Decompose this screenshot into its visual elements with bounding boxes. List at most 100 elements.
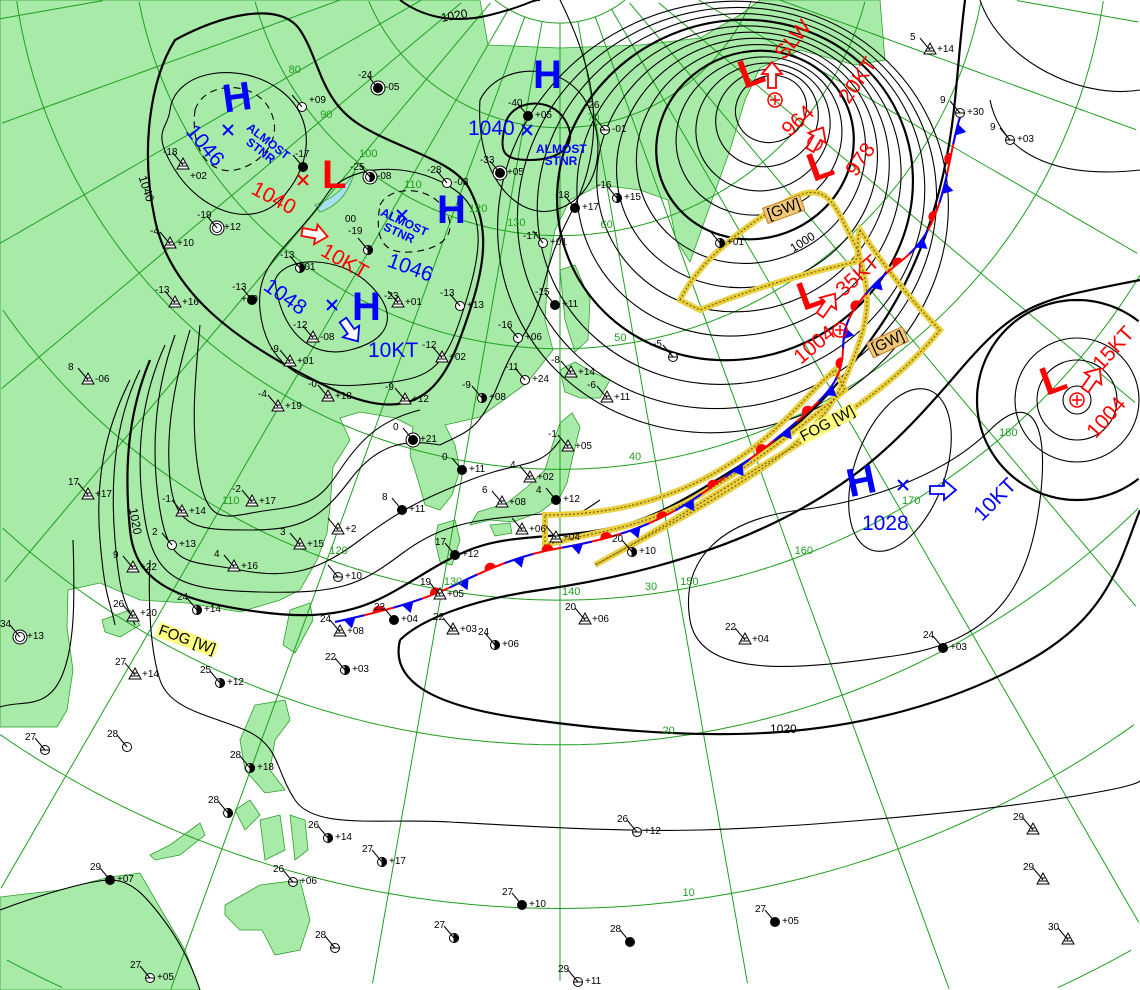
x-mark-icon	[326, 299, 338, 311]
isobar-label: 1020	[770, 722, 797, 736]
cold-front-triangle-icon	[512, 556, 525, 568]
station-temperature: -4	[258, 389, 267, 400]
grid-label: 40	[628, 451, 642, 464]
isobar	[0, 539, 75, 708]
grid-label: 20	[662, 724, 675, 737]
system-markers	[222, 60, 1103, 502]
wind-barb-icon	[223, 554, 235, 568]
station-temperature: 9	[940, 95, 946, 106]
half-sky-icon	[317, 825, 333, 844]
wind-barb-icon	[302, 325, 314, 339]
cold-front-triangle-icon	[629, 526, 641, 539]
latitude-line	[2, 275, 1140, 601]
half-ring-sky-icon	[359, 164, 378, 185]
isobar	[193, 324, 421, 517]
meridian-line	[577, 21, 748, 984]
overcast-sky-icon	[619, 929, 635, 947]
cloudy-sky-icon	[949, 100, 965, 118]
pressure-value: 1040	[468, 117, 515, 140]
shower-sky-icon	[1022, 817, 1040, 835]
wind-barb-icon	[239, 755, 251, 769]
station-pressure-tendency: +06	[592, 614, 609, 625]
shower-sky-icon	[122, 604, 140, 622]
meridian-line	[4, 2, 491, 583]
wind-barb-icon	[431, 345, 443, 359]
meridian-line	[0, 9, 509, 889]
cloudy-sky-icon	[282, 869, 298, 887]
station-pressure-tendency: +05	[157, 972, 174, 983]
cloudy-sky-icon	[567, 969, 583, 987]
station-temperature: 17	[435, 537, 447, 548]
station-pressure-tendency: +06	[300, 876, 317, 887]
cold-front-triangle-icon	[955, 123, 967, 136]
station-temperature: -28	[427, 165, 442, 176]
station-pressure-tendency: +17	[389, 856, 406, 867]
meridian-line	[0, 0, 104, 20]
station-pressure-tendency: +08	[489, 392, 506, 403]
half-sky-icon	[484, 632, 500, 651]
clear-sky-icon	[436, 170, 452, 188]
shower-sky-icon	[279, 349, 297, 367]
station-temperature: 29	[1013, 812, 1025, 823]
station-pressure-tendency: -08	[320, 332, 335, 343]
shower-sky-icon	[164, 290, 182, 308]
cold-front-segments	[334, 111, 963, 623]
station-temperature: -18	[163, 147, 178, 158]
overcast-sky-icon	[517, 103, 533, 121]
isobar	[154, 334, 561, 575]
shower-sky-icon	[429, 582, 447, 600]
cold-front-triangle-icon	[843, 327, 855, 340]
wind-barb-icon	[662, 344, 674, 358]
grid-label: 140	[562, 586, 581, 599]
station-temperature: 25	[200, 665, 212, 676]
station-temperature: 5	[910, 32, 916, 43]
cold-front-triangle-icon	[732, 464, 744, 477]
station-temperature: 28	[208, 795, 220, 806]
station-temperature: 4	[510, 460, 516, 471]
grid-label: 110	[221, 495, 240, 507]
station-pressure-tendency: +06	[529, 524, 546, 535]
grid-label: 170	[902, 495, 921, 507]
station-temperature: 6	[482, 485, 488, 496]
grid-label: 150	[680, 575, 699, 588]
shower-sky-icon	[122, 555, 140, 573]
cloudy-sky-icon	[324, 935, 340, 953]
warm-front-semicircle-icon	[928, 210, 937, 223]
motion-arrow-icon	[805, 126, 827, 154]
cold-front-triangle-icon	[942, 182, 954, 195]
high-pressure-symbol: H	[533, 53, 562, 97]
wind-barb-icon	[532, 230, 544, 244]
clear-sky-icon	[507, 325, 523, 343]
station-pressure-tendency: +14	[335, 832, 352, 843]
grid-label: 90	[320, 108, 333, 121]
clear-sky-icon	[532, 230, 548, 248]
shower-sky-icon	[560, 360, 578, 378]
isobar	[112, 369, 141, 626]
wind-barb-icon	[267, 394, 279, 408]
low-isobar-rings	[497, 0, 1140, 502]
wind-barb-icon	[519, 465, 531, 479]
motion-arrow-icon	[300, 222, 329, 247]
station-pressure-tendency: +08	[347, 626, 364, 637]
cold-front-triangle-icon	[571, 543, 583, 555]
station-pressure-tendency: +11	[469, 464, 486, 475]
station-temperature: -15	[535, 287, 550, 298]
isobar	[989, 99, 1140, 173]
wind-barb-icon	[317, 384, 329, 398]
wind-barb-icon	[209, 670, 221, 684]
wind-barb-icon	[34, 737, 46, 751]
isobar	[0, 879, 201, 990]
station-pressure-tendency: +19	[285, 401, 302, 412]
station-temperature: -5	[653, 339, 662, 350]
x-mark-icon	[297, 174, 309, 186]
overcast-sky-icon	[544, 292, 560, 310]
shower-sky-icon	[317, 384, 335, 402]
wind-barb-icon	[932, 635, 944, 649]
overcast-sky-icon	[564, 195, 580, 213]
station-pressure-tendency: +06	[502, 639, 519, 650]
wind-barb-icon	[451, 457, 463, 471]
shower-sky-icon	[1032, 867, 1050, 885]
warm-front-semicircle-icon	[429, 587, 442, 596]
overcast-sky-icon	[545, 487, 561, 505]
cold-front-triangle-icon	[401, 601, 414, 613]
